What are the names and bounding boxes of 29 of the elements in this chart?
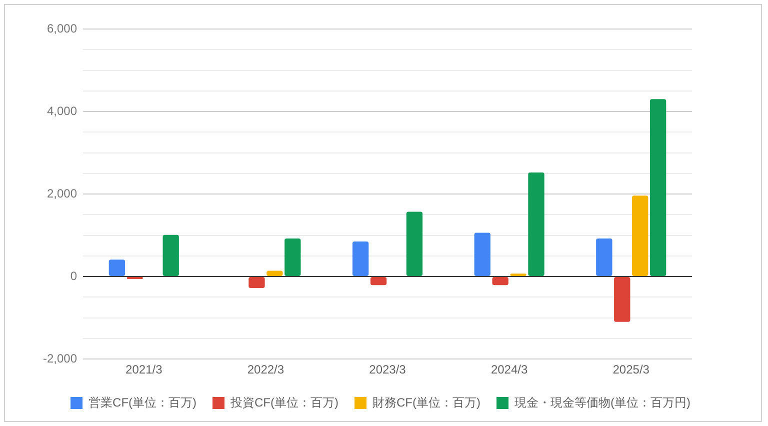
bar xyxy=(284,238,301,276)
y-tick-label: 0 xyxy=(70,268,78,283)
bar xyxy=(406,212,423,276)
legend-label: 投資CF(単位：百万) xyxy=(230,395,339,410)
bar xyxy=(596,238,612,276)
bar xyxy=(650,99,666,276)
bar xyxy=(528,172,544,276)
bar xyxy=(370,277,387,286)
bar xyxy=(108,260,126,276)
x-tick-label: 2025/3 xyxy=(612,362,650,377)
bar xyxy=(492,277,508,286)
y-tick-label: 2,000 xyxy=(46,186,78,200)
bar xyxy=(266,270,283,276)
x-tick-label: 2021/3 xyxy=(126,362,163,377)
x-tick-label: 2022/3 xyxy=(247,362,284,377)
legend-label: 営業CF(単位：百万) xyxy=(88,395,197,410)
legend-label: 財務CF(単位：百万) xyxy=(372,395,480,410)
y-tick-label: 6,000 xyxy=(46,21,78,36)
y-tick-label: -2,000 xyxy=(42,351,78,366)
legend-label: 現金・現金等価物(単位：百万円) xyxy=(514,395,690,410)
bar xyxy=(248,277,265,288)
bar xyxy=(632,196,648,276)
bar xyxy=(474,232,490,276)
x-tick-label: 2024/3 xyxy=(490,362,528,377)
bar xyxy=(614,277,630,322)
bar xyxy=(162,234,179,276)
x-tick-label: 2023/3 xyxy=(369,362,406,377)
bar xyxy=(352,241,369,276)
y-tick-label: 4,000 xyxy=(46,104,78,118)
